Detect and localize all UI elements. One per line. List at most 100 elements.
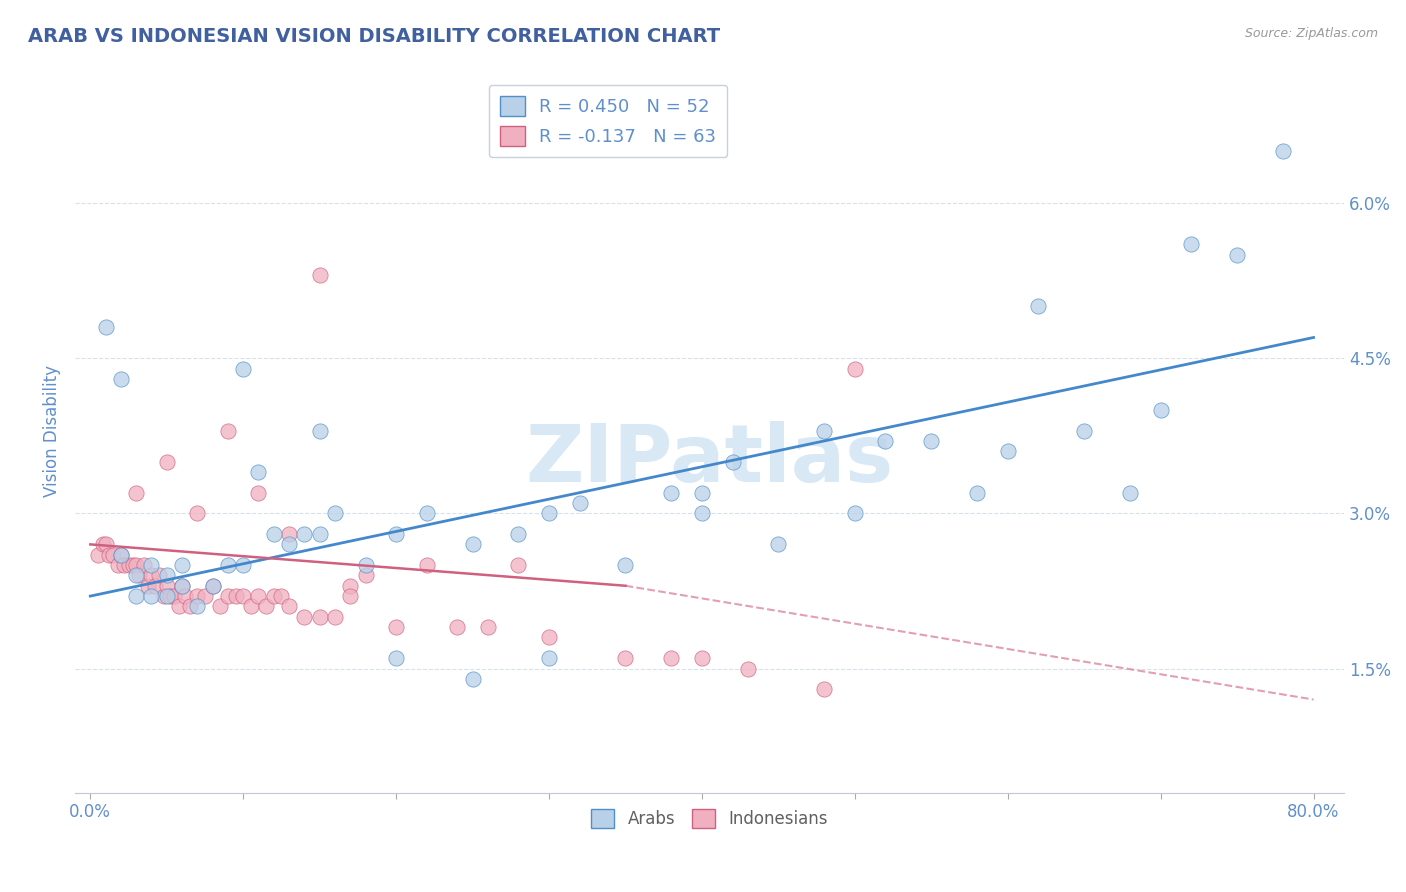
Point: [91, 537, 114, 551]
Point: [339, 579, 361, 593]
Point: [170, 579, 193, 593]
Point: [385, 620, 408, 634]
Point: [690, 506, 713, 520]
Point: [132, 558, 155, 572]
Point: [875, 434, 897, 448]
Point: [225, 589, 247, 603]
Point: [1180, 237, 1202, 252]
Point: [97, 548, 120, 562]
Text: Source: ZipAtlas.com: Source: ZipAtlas.com: [1244, 27, 1378, 40]
Point: [659, 651, 682, 665]
Point: [844, 361, 866, 376]
Point: [461, 672, 484, 686]
Point: [292, 609, 315, 624]
Point: [87, 548, 110, 562]
Point: [966, 485, 988, 500]
Point: [308, 268, 330, 283]
Point: [128, 568, 150, 582]
Point: [278, 527, 301, 541]
Point: [537, 651, 560, 665]
Point: [385, 527, 408, 541]
Point: [159, 589, 181, 603]
Point: [263, 589, 285, 603]
Point: [1149, 403, 1171, 417]
Point: [201, 579, 224, 593]
Point: [167, 599, 190, 614]
Point: [186, 506, 208, 520]
Point: [920, 434, 942, 448]
Point: [141, 589, 163, 603]
Point: [323, 609, 346, 624]
Point: [690, 651, 713, 665]
Point: [844, 506, 866, 520]
Point: [508, 527, 530, 541]
Point: [156, 579, 179, 593]
Point: [1026, 300, 1049, 314]
Point: [141, 568, 163, 582]
Point: [508, 558, 530, 572]
Point: [209, 599, 232, 614]
Point: [323, 506, 346, 520]
Point: [278, 599, 301, 614]
Point: [614, 651, 637, 665]
Point: [446, 620, 468, 634]
Point: [112, 558, 135, 572]
Point: [385, 651, 408, 665]
Point: [186, 589, 208, 603]
Point: [477, 620, 499, 634]
Point: [110, 548, 132, 562]
Point: [217, 424, 239, 438]
Point: [125, 558, 148, 572]
Point: [354, 558, 377, 572]
Point: [737, 661, 759, 675]
Point: [354, 568, 377, 582]
Point: [768, 537, 790, 551]
Point: [156, 568, 179, 582]
Point: [125, 568, 148, 582]
Point: [194, 589, 217, 603]
Point: [247, 589, 270, 603]
Point: [138, 579, 160, 593]
Point: [254, 599, 277, 614]
Point: [163, 589, 186, 603]
Point: [170, 579, 193, 593]
Point: [103, 548, 125, 562]
Y-axis label: Vision Disability: Vision Disability: [44, 365, 60, 497]
Point: [1226, 248, 1249, 262]
Point: [614, 558, 637, 572]
Point: [1073, 424, 1095, 438]
Point: [263, 527, 285, 541]
Point: [148, 568, 170, 582]
Point: [813, 682, 835, 697]
Point: [232, 558, 254, 572]
Point: [568, 496, 591, 510]
Point: [247, 485, 270, 500]
Point: [174, 589, 197, 603]
Point: [94, 320, 117, 334]
Legend: Arabs, Indonesians: Arabs, Indonesians: [585, 803, 835, 835]
Point: [152, 589, 174, 603]
Point: [217, 589, 239, 603]
Point: [179, 599, 201, 614]
Point: [122, 558, 145, 572]
Point: [308, 424, 330, 438]
Point: [201, 579, 224, 593]
Point: [308, 527, 330, 541]
Point: [415, 558, 437, 572]
Point: [292, 527, 315, 541]
Point: [278, 537, 301, 551]
Point: [232, 361, 254, 376]
Point: [415, 506, 437, 520]
Point: [461, 537, 484, 551]
Point: [94, 537, 117, 551]
Point: [125, 589, 148, 603]
Point: [107, 558, 129, 572]
Point: [690, 485, 713, 500]
Point: [143, 579, 166, 593]
Text: ZIPatlas: ZIPatlas: [526, 420, 894, 499]
Point: [156, 589, 179, 603]
Point: [997, 444, 1019, 458]
Point: [156, 455, 179, 469]
Point: [659, 485, 682, 500]
Point: [721, 455, 744, 469]
